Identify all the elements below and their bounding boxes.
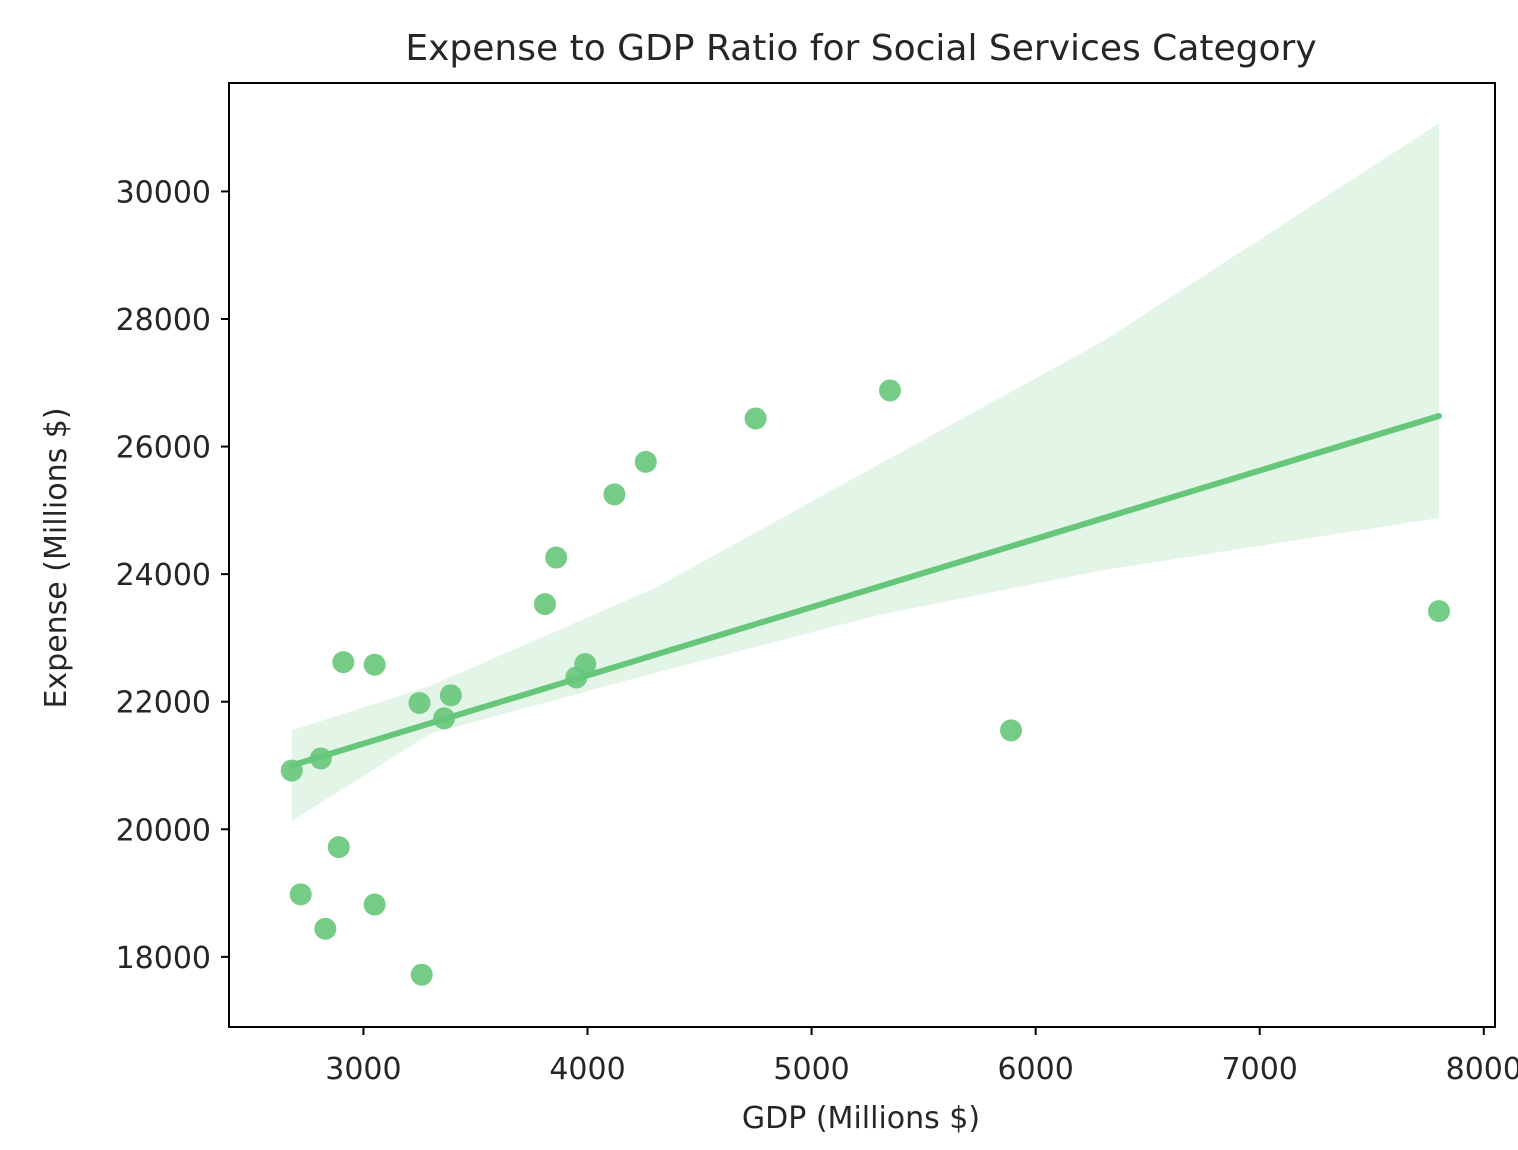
y-tick-label: 24000: [116, 558, 211, 593]
data-point: [1427, 600, 1450, 623]
data-point: [574, 653, 597, 676]
data-point: [327, 836, 350, 859]
chart-title: Expense to GDP Ratio for Social Services…: [405, 28, 1316, 69]
data-point: [280, 759, 303, 782]
data-point: [1000, 719, 1023, 742]
y-tick-label: 20000: [116, 813, 211, 848]
x-tick-label: 5000: [773, 1052, 849, 1087]
x-tick-label: 4000: [549, 1052, 625, 1087]
x-tick-label: 3000: [325, 1052, 401, 1087]
y-tick-label: 28000: [116, 303, 211, 338]
y-tick-label: 26000: [116, 431, 211, 466]
y-tick-label: 18000: [116, 941, 211, 976]
data-point: [545, 546, 568, 569]
data-point: [408, 691, 431, 714]
y-tick-label: 30000: [116, 175, 211, 210]
y-tick-label: 22000: [116, 686, 211, 721]
x-tick-label: 7000: [1222, 1052, 1298, 1087]
plot-area: [228, 82, 1496, 1028]
y-axis-label: Expense (Millions $): [39, 407, 74, 708]
data-point: [314, 917, 337, 940]
data-point: [309, 747, 332, 770]
x-tick-label: 6000: [997, 1052, 1073, 1087]
data-point: [363, 893, 386, 916]
data-point: [603, 483, 626, 506]
x-axis-label: GDP (Millions $): [742, 1101, 980, 1136]
data-point: [410, 963, 433, 986]
plot-frame: [228, 82, 1496, 1028]
x-axis: 3000 4000 5000 6000 7000 8000: [325, 1027, 1518, 1087]
data-point: [289, 883, 312, 906]
regression-line: [288, 412, 1442, 769]
data-point: [363, 653, 386, 676]
data-point: [533, 593, 556, 616]
x-tick-label: 8000: [1446, 1052, 1518, 1087]
confidence-band: [291, 123, 1440, 821]
data-point: [879, 379, 902, 402]
data-point: [634, 450, 657, 473]
data-point: [332, 651, 355, 674]
scatter-points: [280, 379, 1450, 986]
data-point: [433, 707, 456, 730]
y-axis: 18000 20000 22000 24000 26000 28000 30000: [116, 175, 229, 976]
data-point: [744, 407, 767, 430]
data-point: [439, 684, 462, 707]
